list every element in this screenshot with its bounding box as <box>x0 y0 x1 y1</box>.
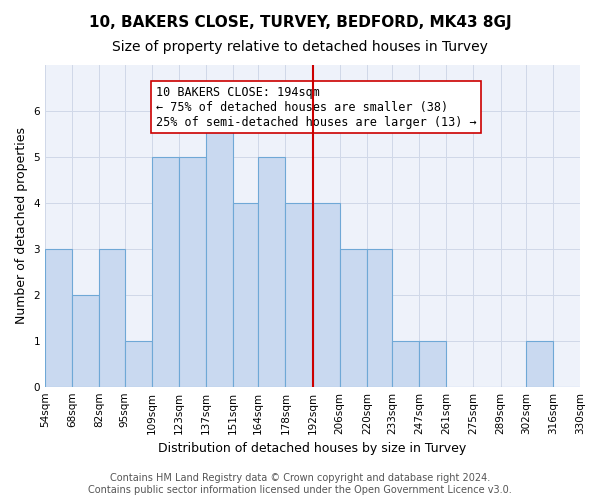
Text: Contains HM Land Registry data © Crown copyright and database right 2024.
Contai: Contains HM Land Registry data © Crown c… <box>88 474 512 495</box>
Bar <box>258 157 286 386</box>
Bar <box>313 203 340 386</box>
Bar <box>125 340 152 386</box>
Bar <box>45 249 72 386</box>
Bar <box>233 203 258 386</box>
Bar <box>100 249 125 386</box>
Bar <box>152 157 179 386</box>
Bar <box>179 157 206 386</box>
Text: 10 BAKERS CLOSE: 194sqm
← 75% of detached houses are smaller (38)
25% of semi-de: 10 BAKERS CLOSE: 194sqm ← 75% of detache… <box>155 86 476 128</box>
Bar <box>206 111 233 386</box>
Text: Size of property relative to detached houses in Turvey: Size of property relative to detached ho… <box>112 40 488 54</box>
Bar <box>340 249 367 386</box>
Y-axis label: Number of detached properties: Number of detached properties <box>15 128 28 324</box>
Bar <box>367 249 392 386</box>
Text: 10, BAKERS CLOSE, TURVEY, BEDFORD, MK43 8GJ: 10, BAKERS CLOSE, TURVEY, BEDFORD, MK43 … <box>89 15 511 30</box>
Bar <box>419 340 446 386</box>
Bar <box>526 340 553 386</box>
Bar <box>392 340 419 386</box>
X-axis label: Distribution of detached houses by size in Turvey: Distribution of detached houses by size … <box>158 442 467 455</box>
Bar <box>286 203 313 386</box>
Bar <box>72 295 100 386</box>
